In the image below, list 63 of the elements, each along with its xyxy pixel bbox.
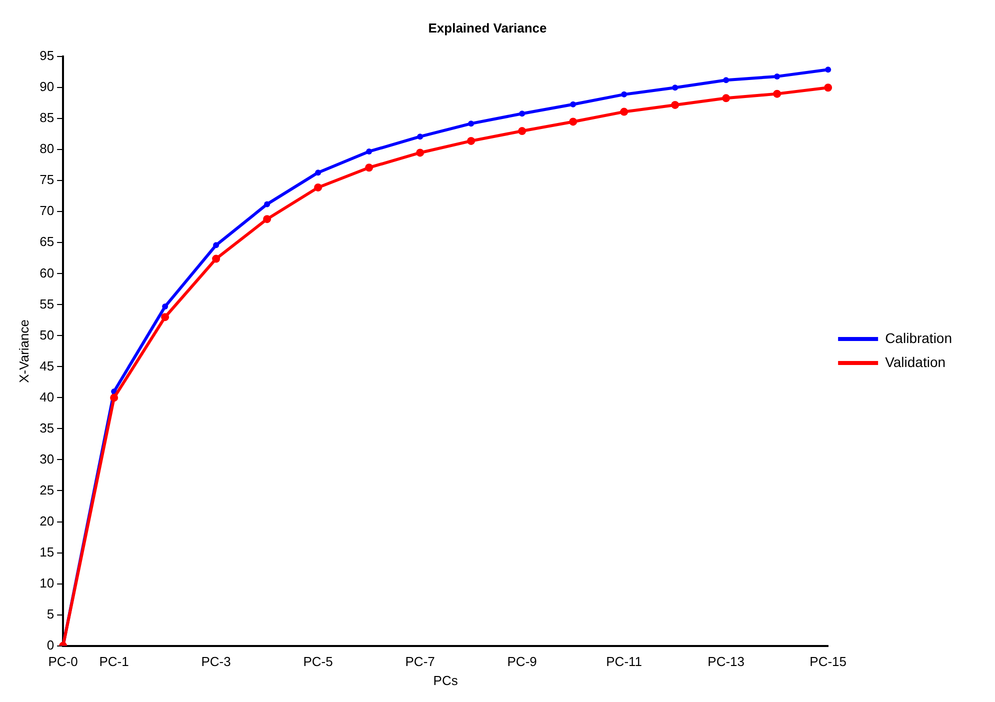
y-tick-label: 10	[40, 575, 54, 590]
point	[314, 183, 322, 192]
point	[264, 201, 270, 208]
y-tick-label: 75	[40, 172, 54, 188]
y-tick-label: 45	[40, 358, 54, 374]
legend-label: Calibration	[885, 330, 952, 346]
point	[569, 118, 578, 126]
point	[671, 100, 680, 109]
point	[212, 254, 220, 263]
y-tick-label: 35	[40, 420, 54, 436]
point	[468, 120, 474, 127]
y-tick-label: 0	[46, 637, 54, 652]
y-tick-label: 65	[40, 234, 54, 250]
y-tick-label: 25	[40, 482, 54, 498]
x-tick-label: PC-15	[810, 654, 847, 670]
y-tick-label: 70	[40, 203, 54, 218]
x-tick-label: PC-7	[405, 654, 435, 670]
y-tick-label: 60	[40, 265, 54, 280]
chart-title: Explained Variance	[428, 20, 547, 36]
point	[722, 94, 730, 102]
point	[570, 101, 576, 108]
y-tick-label: 95	[40, 48, 54, 64]
point	[110, 394, 118, 402]
y-tick-label: 15	[40, 544, 54, 560]
x-tick-label: PC-13	[708, 654, 745, 670]
x-axis-title: PCs	[433, 672, 458, 688]
legend-label: Validation	[885, 354, 946, 370]
point	[366, 148, 372, 154]
y-axis-title: X-Variance	[16, 320, 32, 383]
point	[365, 164, 374, 172]
x-tick-label: PC-11	[606, 654, 642, 670]
y-tick-label: 40	[40, 389, 54, 404]
y-tick-label: 85	[40, 110, 54, 126]
point	[213, 242, 220, 248]
y-tick-label: 50	[40, 327, 54, 342]
point	[162, 304, 168, 310]
point	[417, 134, 424, 140]
point	[519, 110, 526, 117]
x-tick-label: PC-5	[303, 654, 333, 670]
point	[620, 108, 628, 116]
point	[824, 84, 832, 92]
x-tick-label: PC-0	[48, 654, 78, 670]
y-tick-label: 30	[40, 451, 54, 466]
y-tick-label: 5	[46, 606, 54, 622]
point	[161, 313, 170, 322]
point	[773, 90, 782, 98]
point	[774, 73, 780, 80]
y-tick-label: 20	[40, 513, 54, 528]
y-tick-label: 80	[40, 141, 54, 156]
point	[315, 170, 322, 176]
x-tick-label: PC-3	[201, 654, 231, 670]
y-tick-label: 90	[40, 79, 54, 94]
point	[416, 148, 424, 157]
point	[621, 91, 628, 98]
point	[263, 215, 272, 224]
point	[518, 127, 526, 136]
x-tick-label: PC-1	[99, 654, 129, 670]
point	[723, 77, 730, 84]
x-tick-label: PC-9	[507, 654, 537, 670]
point	[825, 66, 832, 73]
y-tick-label: 55	[40, 296, 54, 312]
point	[467, 136, 476, 145]
point	[672, 84, 678, 91]
